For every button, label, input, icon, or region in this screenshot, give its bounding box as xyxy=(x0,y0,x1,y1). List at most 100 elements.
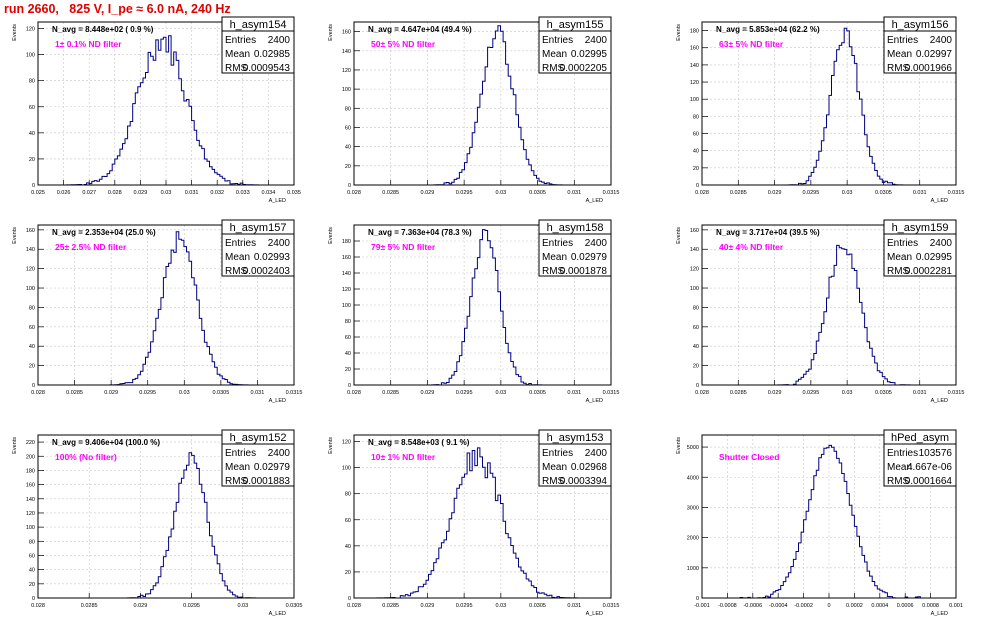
stats-value: 0.0003394 xyxy=(560,476,608,487)
x-tick-label: -0.0002 xyxy=(794,603,813,609)
y-tick-label: 100 xyxy=(342,87,351,93)
y-tick-label: 160 xyxy=(342,30,351,36)
stats-box xyxy=(221,429,295,487)
y-tick-label: 80 xyxy=(693,114,699,120)
stats-name: h_asym153 xyxy=(547,432,604,444)
x-tick-label: 0.0295 xyxy=(456,190,473,196)
x-tick-label: 0.0305 xyxy=(529,190,546,196)
x-tick-label: 0.029 xyxy=(768,190,782,196)
stats-value: 0.02979 xyxy=(254,462,291,473)
stats-value: 0.0001966 xyxy=(905,63,953,74)
x-axis-title: A_LED xyxy=(269,398,286,404)
stats-box xyxy=(538,219,612,277)
x-tick-label: 0.031 xyxy=(567,190,581,196)
stats-name: h_asym156 xyxy=(892,19,949,31)
stats-value: 0.0001878 xyxy=(560,266,608,277)
y-tick-label: 120 xyxy=(690,80,699,86)
y-tick-label: 140 xyxy=(690,247,699,253)
x-tick-label: 0.03 xyxy=(237,603,248,609)
stats-box xyxy=(538,16,612,74)
x-tick-label: 0.028 xyxy=(695,190,709,196)
filter-annotation: 63± 5% ND filter xyxy=(719,39,784,49)
navg-label: N_avg = 2.353e+04 (25.0 %) xyxy=(52,228,156,237)
y-axis-title: Events xyxy=(328,227,334,244)
y-tick-label: 80 xyxy=(29,79,35,85)
y-tick-label: 20 xyxy=(345,367,351,373)
x-tick-label: -0.0004 xyxy=(769,603,788,609)
x-axis-title: A_LED xyxy=(586,398,603,404)
y-axis-title: Events xyxy=(328,24,334,41)
x-tick-label: 0.035 xyxy=(287,190,301,196)
navg-label: N_avg = 3.717e+04 (39.5 %) xyxy=(716,228,820,237)
x-tick-label: 0.031 xyxy=(913,190,927,196)
stats-value: 0.02995 xyxy=(916,252,953,263)
x-tick-label: -0.0008 xyxy=(718,603,737,609)
x-axis-title: A_LED xyxy=(269,198,286,204)
x-tick-label: 0.03 xyxy=(161,190,172,196)
x-tick-label: 0.0305 xyxy=(875,190,892,196)
stats-key: Mean xyxy=(887,49,912,60)
x-tick-label: 0.029 xyxy=(134,603,148,609)
x-tick-label: -0.001 xyxy=(694,603,710,609)
stats-box xyxy=(883,16,957,74)
y-tick-label: 20 xyxy=(693,364,699,370)
y-tick-label: 80 xyxy=(345,319,351,325)
x-axis-title: A_LED xyxy=(931,398,948,404)
x-tick-label: 0.0315 xyxy=(603,390,620,396)
stats-key: Entries xyxy=(887,35,918,46)
x-tick-label: 0.0006 xyxy=(897,603,914,609)
stats-value: 0.02968 xyxy=(571,462,608,473)
y-tick-label: 20 xyxy=(345,164,351,170)
stats-value: 2400 xyxy=(268,238,291,249)
stats-key: RMS xyxy=(887,266,910,277)
x-tick-label: 0.0285 xyxy=(382,603,399,609)
stats-key: Mean xyxy=(225,252,250,263)
y-tick-label: 20 xyxy=(29,582,35,588)
x-tick-label: 0.0305 xyxy=(212,390,229,396)
stats-value: 2400 xyxy=(930,238,953,249)
filter-annotation: Shutter Closed xyxy=(719,452,779,462)
y-tick-label: 80 xyxy=(29,305,35,311)
x-tick-label: 0.0285 xyxy=(730,390,747,396)
y-axis-title: Events xyxy=(676,24,682,41)
stats-key: RMS xyxy=(225,63,248,74)
y-tick-label: 20 xyxy=(345,570,351,576)
stats-key: Entries xyxy=(542,448,573,459)
y-tick-label: 180 xyxy=(690,29,699,35)
histogram-panel-h_asym152: 0.028 0.0285 0.029 0.0295 0.03 0.0305 0 20 40 60 8… xyxy=(12,429,303,617)
y-axis-title: Events xyxy=(12,227,18,244)
y-axis-title: Events xyxy=(12,437,18,454)
stats-value: 0.02979 xyxy=(571,252,608,263)
stats-value: 2400 xyxy=(268,35,291,46)
y-tick-label: 20 xyxy=(693,166,699,172)
x-tick-label: 0.031 xyxy=(567,390,581,396)
y-tick-label: 160 xyxy=(342,255,351,261)
x-axis-title: A_LED xyxy=(586,198,603,204)
stats-value: 2400 xyxy=(585,35,608,46)
y-tick-label: 100 xyxy=(342,303,351,309)
y-axis-title: Events xyxy=(328,437,334,454)
y-tick-label: 40 xyxy=(345,351,351,357)
stats-key: Mean xyxy=(542,252,567,263)
x-tick-label: 0.033 xyxy=(236,190,250,196)
x-tick-label: 0.0305 xyxy=(286,603,303,609)
plot-frame xyxy=(37,434,295,599)
y-tick-label: 60 xyxy=(345,335,351,341)
x-tick-label: 0.034 xyxy=(262,190,276,196)
stats-value: 2400 xyxy=(930,35,953,46)
navg-label: N_avg = 8.448e+02 ( 0.9 %) xyxy=(52,25,154,34)
stats-value: 2400 xyxy=(585,448,608,459)
x-tick-label: 0.03 xyxy=(179,390,190,396)
histogram-panel-h_asym154: 0.025 0.026 0.027 0.028 0.029 0.03 0.031 0.032 0… xyxy=(12,16,301,204)
x-tick-label: 0.0295 xyxy=(456,390,473,396)
stats-key: Mean xyxy=(225,49,250,60)
histogram-panel-h_asym158: 0.028 0.0285 0.029 0.0295 0.03 0.0305 0.031 0.0… xyxy=(328,219,620,404)
x-tick-label: 0.029 xyxy=(134,190,148,196)
y-tick-label: 80 xyxy=(29,539,35,545)
y-tick-label: 60 xyxy=(693,132,699,138)
x-tick-label: 0.0004 xyxy=(871,603,888,609)
y-tick-label: 60 xyxy=(29,325,35,331)
y-tick-label: 100 xyxy=(26,286,35,292)
y-tick-label: 0 xyxy=(696,183,699,189)
y-tick-label: 40 xyxy=(29,568,35,574)
